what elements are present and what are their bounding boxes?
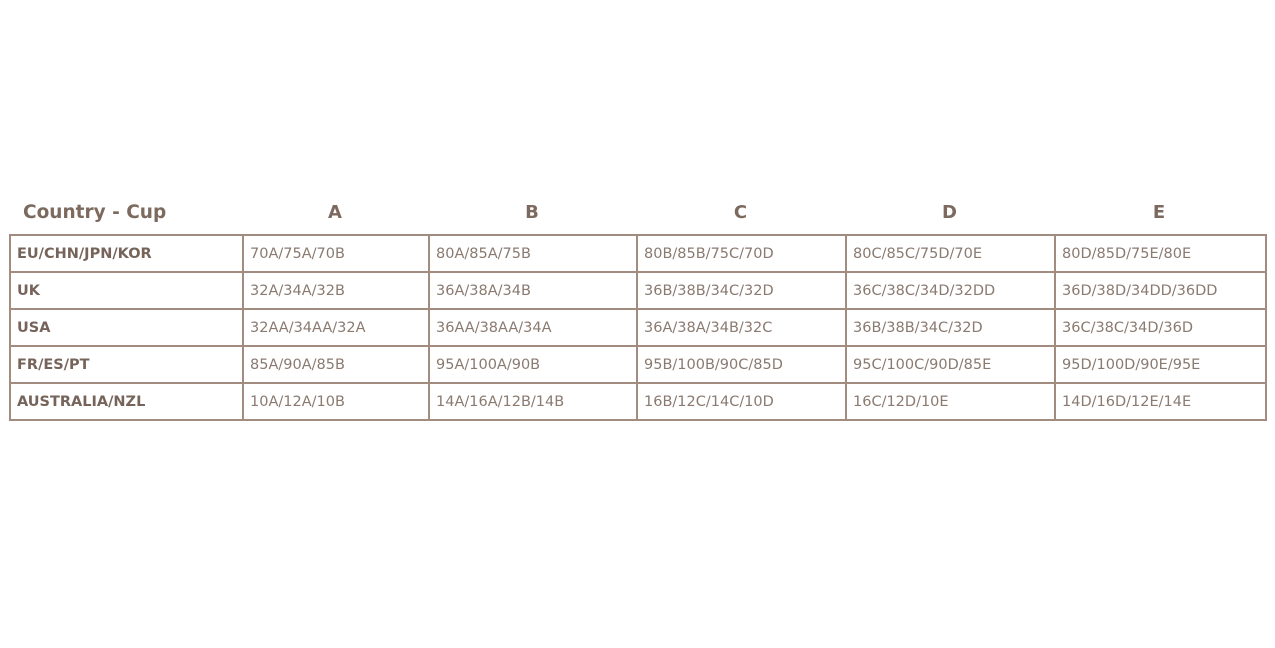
size-cell: 14A/16A/12B/14B bbox=[428, 382, 638, 421]
size-cell: 36C/38C/34D/32DD bbox=[845, 271, 1056, 310]
country-label: AUSTRALIA/NZL bbox=[9, 382, 244, 421]
size-cell: 95B/100B/90C/85D bbox=[636, 345, 847, 384]
size-cell: 16B/12C/14C/10D bbox=[636, 382, 847, 421]
size-cell: 80B/85B/75C/70D bbox=[636, 234, 847, 273]
table-row: EU/CHN/JPN/KOR 70A/75A/70B 80A/85A/75B 80B/… bbox=[9, 234, 1267, 273]
country-label: FR/ES/PT bbox=[9, 345, 244, 384]
size-cell: 36A/38A/34B bbox=[428, 271, 638, 310]
size-cell: 85A/90A/85B bbox=[242, 345, 430, 384]
column-header-e: E bbox=[1152, 202, 1166, 223]
country-label: USA bbox=[9, 308, 244, 347]
table-row: FR/ES/PT 85A/90A/85B 95A/100A/90B 95B/100B/… bbox=[9, 345, 1267, 384]
size-cell: 14D/16D/12E/14E bbox=[1054, 382, 1267, 421]
size-cell: 95C/100C/90D/85E bbox=[845, 345, 1056, 384]
column-header-c: C bbox=[733, 202, 748, 223]
table-row: USA 32AA/34AA/32A 36AA/38AA/34A 36A/38A/34B… bbox=[9, 308, 1267, 347]
country-label: UK bbox=[9, 271, 244, 310]
size-cell: 80C/85C/75D/70E bbox=[845, 234, 1056, 273]
bra-size-conversion-table: EU/CHN/JPN/KOR 70A/75A/70B 80A/85A/75B 80B/… bbox=[9, 234, 1267, 421]
country-label: EU/CHN/JPN/KOR bbox=[9, 234, 244, 273]
size-cell: 95A/100A/90B bbox=[428, 345, 638, 384]
size-cell: 36B/38B/34C/32D bbox=[636, 271, 847, 310]
size-cell: 80D/85D/75E/80E bbox=[1054, 234, 1267, 273]
column-header-d: D bbox=[942, 202, 957, 223]
size-cell: 32A/34A/32B bbox=[242, 271, 430, 310]
size-cell: 36B/38B/34C/32D bbox=[845, 308, 1056, 347]
size-cell: 70A/75A/70B bbox=[242, 234, 430, 273]
size-cell: 10A/12A/10B bbox=[242, 382, 430, 421]
size-cell: 36D/38D/34DD/36DD bbox=[1054, 271, 1267, 310]
size-cell: 16C/12D/10E bbox=[845, 382, 1056, 421]
corner-label: Country - Cup bbox=[23, 202, 167, 223]
column-header-b: B bbox=[525, 202, 539, 223]
table-row: AUSTRALIA/NZL 10A/12A/10B 14A/16A/12B/14B 1… bbox=[9, 382, 1267, 421]
size-cell: 95D/100D/90E/95E bbox=[1054, 345, 1267, 384]
table-row: UK 32A/34A/32B 36A/38A/34B 36B/38B/34C/32D 3… bbox=[9, 271, 1267, 310]
size-table-header: Country - Cup A B C D E bbox=[9, 200, 1264, 226]
size-cell: 80A/85A/75B bbox=[428, 234, 638, 273]
size-cell: 32AA/34AA/32A bbox=[242, 308, 430, 347]
size-cell: 36AA/38AA/34A bbox=[428, 308, 638, 347]
size-cell: 36C/38C/34D/36D bbox=[1054, 308, 1267, 347]
column-header-a: A bbox=[328, 202, 342, 223]
size-cell: 36A/38A/34B/32C bbox=[636, 308, 847, 347]
